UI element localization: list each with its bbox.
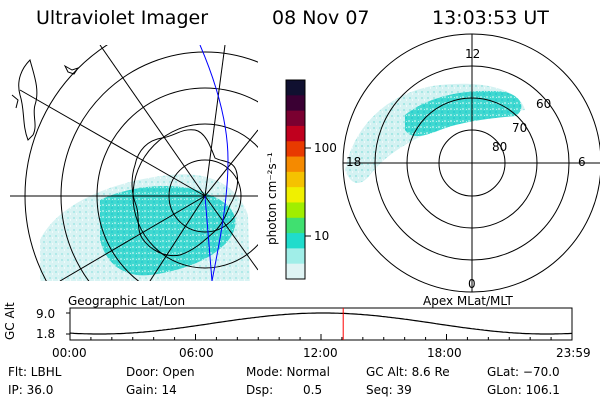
altitude-curve bbox=[69, 312, 573, 335]
colorbar-band bbox=[286, 202, 305, 219]
colorbar-band bbox=[286, 156, 305, 173]
right-panel-caption: Apex MLat/MLT bbox=[423, 294, 513, 308]
altitude-ytick-max: 9.0 bbox=[36, 307, 56, 321]
south-america-coast bbox=[18, 59, 38, 141]
instrument-title: Ultraviolet Imager bbox=[36, 7, 209, 29]
apex-polar-plot bbox=[342, 33, 600, 293]
altitude-ytick-min: 1.8 bbox=[36, 327, 56, 341]
door-label: Door: Open bbox=[126, 365, 195, 379]
mlt-label-12: 12 bbox=[465, 47, 481, 61]
gc-alt-label: GC Alt: 8.6 Re bbox=[366, 365, 450, 379]
left-panel-caption: Geographic Lat/Lon bbox=[68, 294, 186, 308]
gain-label: Gain: 14 bbox=[126, 383, 177, 397]
colorbar-band bbox=[286, 217, 305, 234]
colorbar-band bbox=[286, 110, 305, 127]
altitude-xtick-2: 12:00 bbox=[303, 346, 338, 360]
altitude-plot bbox=[66, 307, 573, 341]
satellite-track bbox=[199, 45, 229, 281]
mlt-label-18: 18 bbox=[346, 155, 362, 169]
colorbar-band bbox=[286, 248, 305, 265]
ip-label: IP: 36.0 bbox=[8, 383, 54, 397]
geographic-map bbox=[10, 45, 258, 281]
colorbar bbox=[285, 79, 311, 280]
altitude-xtick-0: 00:00 bbox=[52, 346, 87, 360]
altitude-xtick-4: 23:59 bbox=[556, 346, 591, 360]
dsp-label: Dsp: bbox=[246, 383, 274, 397]
mode-label: Mode: Normal bbox=[246, 365, 330, 379]
glon-label: GLon: 106.1 bbox=[487, 383, 560, 397]
glat-label: GLat: −70.0 bbox=[487, 365, 560, 379]
filter-label: Flt: LBHL bbox=[8, 365, 62, 379]
colorbar-band bbox=[286, 263, 305, 280]
colorbar-band bbox=[286, 171, 305, 188]
colorbar-tick-100: 100 bbox=[314, 141, 337, 155]
mlt-label-6: 6 bbox=[578, 155, 586, 169]
time-label: 13:03:53 UT bbox=[432, 7, 549, 29]
altitude-xtick-3: 18:00 bbox=[427, 346, 462, 360]
dsp-value: 0.5 bbox=[303, 383, 323, 397]
colorbar-band bbox=[286, 95, 305, 112]
colorbar-band bbox=[286, 125, 305, 142]
mlat-label-80: 80 bbox=[492, 140, 508, 154]
aurora-bright-right bbox=[405, 90, 522, 137]
altitude-xtick-1: 06:00 bbox=[179, 346, 214, 360]
colorbar-band bbox=[286, 187, 305, 203]
mlat-label-70: 70 bbox=[512, 121, 528, 135]
colorbar-band bbox=[286, 80, 305, 96]
colorbar-tick-10: 10 bbox=[314, 229, 330, 243]
colorbar-band bbox=[286, 233, 305, 249]
mlat-label-60: 60 bbox=[536, 97, 552, 111]
antarctica-coastline bbox=[131, 129, 239, 257]
colorbar-band bbox=[286, 141, 305, 158]
date-label: 08 Nov 07 bbox=[272, 7, 370, 29]
seq-label: Seq: 39 bbox=[366, 383, 412, 397]
colorbar-unit-label: photon cm⁻²s⁻¹ bbox=[265, 152, 279, 245]
mlt-label-0: 0 bbox=[468, 277, 476, 291]
altitude-ylabel: GC Alt bbox=[3, 302, 17, 340]
